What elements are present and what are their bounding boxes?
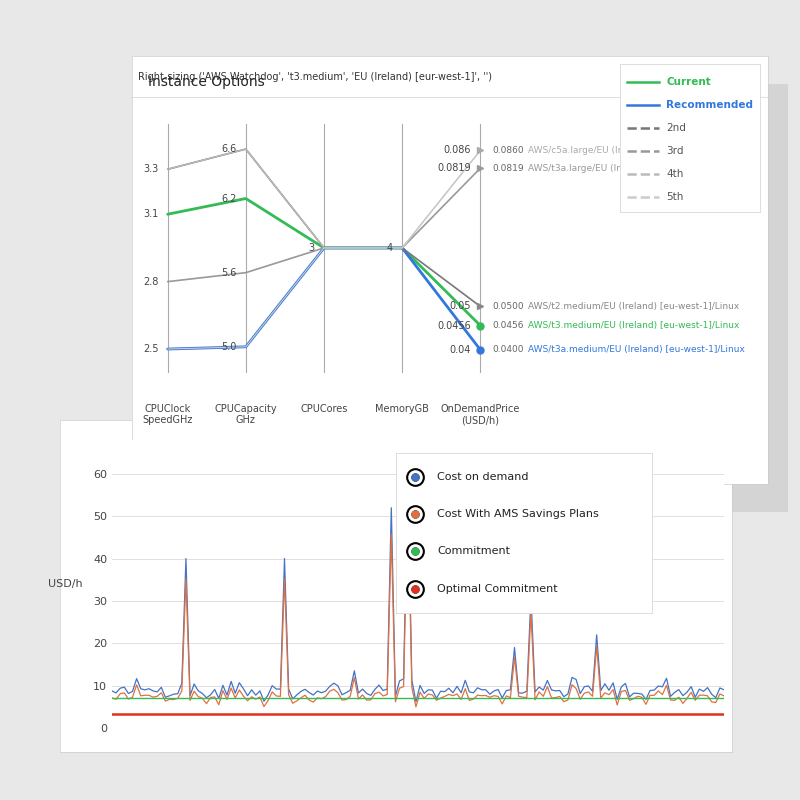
Text: 0.086: 0.086 (443, 146, 471, 155)
Text: Commitment: Commitment (437, 546, 510, 556)
Text: CPUCores: CPUCores (300, 404, 348, 414)
Text: 5.0: 5.0 (221, 342, 237, 352)
Text: AWS/c5a.large/EU (Ire...: AWS/c5a.large/EU (Ire... (528, 146, 635, 155)
Text: Cost on demand: Cost on demand (437, 471, 529, 482)
Text: MemoryGB: MemoryGB (375, 404, 429, 414)
Text: Current: Current (666, 77, 711, 86)
Text: 0.0819: 0.0819 (438, 163, 471, 173)
Text: 2.8: 2.8 (143, 277, 158, 286)
Text: 0.0860: 0.0860 (493, 146, 525, 155)
Text: AWS/t3a.medium/EU (Ireland) [eu-west-1]/Linux: AWS/t3a.medium/EU (Ireland) [eu-west-1]/… (528, 346, 745, 354)
Text: AWS/t3.medium/EU (Ireland) [eu-west-1]/Linux: AWS/t3.medium/EU (Ireland) [eu-west-1]/L… (528, 321, 739, 330)
Text: 2nd: 2nd (666, 123, 686, 133)
Text: 0.0456: 0.0456 (493, 321, 524, 330)
Text: 4th: 4th (666, 169, 683, 179)
Text: OnDemandPrice
(USD/h): OnDemandPrice (USD/h) (441, 404, 520, 426)
Text: 4: 4 (386, 243, 393, 253)
Text: Right-sizing ('AWS Watchdog', 't3.medium', 'EU (Ireland) [eur-west-1]', ''): Right-sizing ('AWS Watchdog', 't3.medium… (138, 71, 492, 82)
Text: 3: 3 (309, 243, 314, 253)
Text: 2.5: 2.5 (142, 344, 158, 354)
Text: 5.6: 5.6 (221, 268, 237, 278)
Text: 6.6: 6.6 (221, 144, 237, 154)
Text: 3rd: 3rd (666, 146, 684, 156)
Text: CPUClock
SpeedGHz: CPUClock SpeedGHz (142, 404, 193, 426)
Text: 0.0456: 0.0456 (438, 321, 471, 330)
Text: 3.3: 3.3 (143, 164, 158, 174)
Text: Recommended: Recommended (666, 100, 754, 110)
Text: Cost With AMS Savings Plans: Cost With AMS Savings Plans (437, 509, 598, 519)
Text: 6.2: 6.2 (221, 194, 237, 203)
Text: 0.04: 0.04 (450, 345, 471, 355)
Text: 5th: 5th (666, 192, 683, 202)
Text: AWS/t2.medium/EU (Ireland) [eu-west-1]/Linux: AWS/t2.medium/EU (Ireland) [eu-west-1]/L… (528, 302, 739, 311)
Y-axis label: USD/h: USD/h (48, 579, 82, 589)
Text: Optimal Commitment: Optimal Commitment (437, 583, 558, 594)
Text: 3.1: 3.1 (143, 210, 158, 219)
Text: Instance Options: Instance Options (148, 75, 265, 90)
Text: 0.0400: 0.0400 (493, 346, 524, 354)
Text: 0.0819: 0.0819 (493, 164, 525, 173)
Text: 0.05: 0.05 (450, 302, 471, 311)
Text: CPUCapacity
GHz: CPUCapacity GHz (214, 404, 277, 426)
Text: AWS/t3a.large/EU (Ire...: AWS/t3a.large/EU (Ire... (528, 164, 634, 173)
Text: 0.0500: 0.0500 (493, 302, 525, 311)
